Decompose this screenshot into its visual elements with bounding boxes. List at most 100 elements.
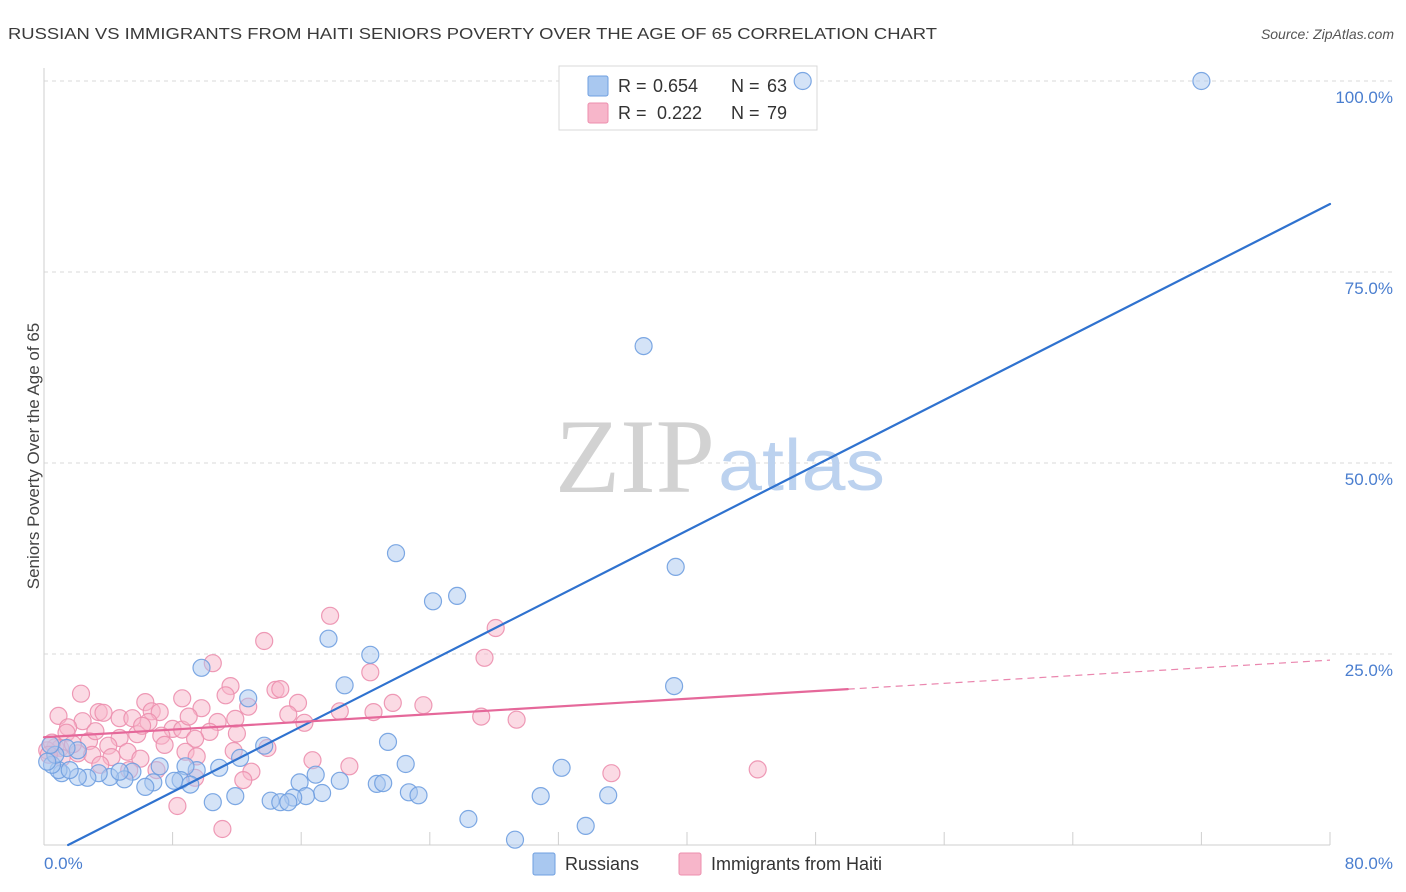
haiti-point <box>330 702 349 721</box>
russians-point <box>409 786 428 805</box>
chart-title: RUSSIAN VS IMMIGRANTS FROM HAITI SENIORS… <box>8 26 937 43</box>
haiti-point <box>507 710 526 729</box>
haiti-point <box>321 606 340 625</box>
bottom-legend-label-haiti: Immigrants from Haiti <box>711 854 882 874</box>
russians-point <box>576 816 595 836</box>
x-tick-label-min: 0.0% <box>44 854 83 873</box>
haiti-point <box>192 699 211 718</box>
russians-point <box>505 830 525 849</box>
legend-swatch-haiti <box>587 102 609 124</box>
russians-point <box>110 762 129 781</box>
haiti-point <box>475 648 494 667</box>
trend-lines <box>42 202 1332 847</box>
haiti-point <box>213 819 232 839</box>
haiti-point <box>748 760 767 779</box>
haiti-point <box>179 707 198 726</box>
russians-point <box>396 754 415 774</box>
haiti-point <box>255 631 274 651</box>
haiti-point <box>155 735 174 755</box>
russians-point <box>239 689 258 708</box>
y-axis-label: Seniors Poverty Over the Age of 65 <box>24 323 43 589</box>
legend-n-label: N = <box>731 103 760 123</box>
haiti-point <box>234 770 253 790</box>
russians-point <box>423 592 443 611</box>
legend-swatch-russians <box>587 75 609 97</box>
legend-n-label: N = <box>731 76 760 96</box>
russians-point <box>192 658 211 677</box>
legend-n-value-russians: 63 <box>767 76 787 96</box>
russians-point <box>181 775 200 794</box>
haiti-point <box>271 679 290 699</box>
russians-point <box>165 771 184 790</box>
haiti-point <box>602 764 621 783</box>
bottom-legend-label-russians: Russians <box>565 854 639 874</box>
y-tick-label: 50.0% <box>1345 470 1393 489</box>
russians-point <box>306 765 325 784</box>
russians-point <box>330 771 349 790</box>
russians-trend-line <box>67 202 1332 847</box>
y-tick-label: 100.0% <box>1335 88 1393 107</box>
haiti-point <box>131 749 150 768</box>
y-tick-label: 25.0% <box>1345 661 1393 680</box>
russians-point <box>448 586 467 606</box>
haiti-point <box>279 705 298 724</box>
russians-point <box>531 786 550 806</box>
haiti-point <box>227 724 246 743</box>
haiti-point <box>361 663 380 682</box>
russians-point <box>386 544 406 563</box>
russians-point <box>319 629 338 648</box>
russians-point <box>313 783 332 803</box>
russians-point <box>279 793 298 812</box>
legend-n-value-haiti: 79 <box>767 103 787 123</box>
russians-point <box>459 809 478 829</box>
legend-r-value-haiti: 0.222 <box>657 103 702 123</box>
haiti-point <box>94 703 113 722</box>
watermark-atlas: atlas <box>718 426 885 506</box>
y-axis-tick-labels: 100.0% 75.0% 50.0% 25.0% <box>1335 88 1393 680</box>
russians-point <box>552 758 571 777</box>
russians-point <box>634 337 653 356</box>
haiti-trend-line <box>42 688 849 739</box>
haiti-point <box>340 757 359 776</box>
russians-point <box>793 71 812 91</box>
haiti-point <box>71 684 91 703</box>
russians-point <box>666 557 685 577</box>
haiti-point <box>216 686 235 705</box>
legend-r-label: R = <box>618 76 647 96</box>
russians-point <box>136 777 155 797</box>
russians-point <box>374 773 393 793</box>
russians-point <box>41 735 60 755</box>
legend-top: R = 0.654 N = 63 R = 0.222 N = 79 <box>558 65 818 131</box>
x-axis-ticks <box>43 832 1331 845</box>
russians-point <box>1192 71 1211 91</box>
russians-point <box>203 793 222 812</box>
legend-r-label: R = <box>618 103 647 123</box>
russians-point <box>664 676 684 696</box>
bottom-legend-swatch-haiti <box>678 852 702 876</box>
russians-point <box>226 786 245 806</box>
russians-point <box>150 757 169 776</box>
legend-r-value-russians: 0.654 <box>653 76 698 96</box>
y-tick-label: 75.0% <box>1345 279 1393 298</box>
russians-point <box>60 760 79 780</box>
haiti-point <box>383 693 402 713</box>
haiti-point <box>173 689 192 708</box>
russians-point <box>599 786 618 805</box>
legend-row-russians: R = 0.654 N = 63 <box>587 75 787 97</box>
legend-row-haiti: R = 0.222 N = 79 <box>587 102 787 124</box>
haiti-trend-line-extension <box>847 659 1331 690</box>
bottom-legend-swatch-russians <box>532 852 556 876</box>
watermark-zip: ZIP <box>555 398 715 515</box>
haiti-point <box>168 796 187 816</box>
watermark: ZIP atlas <box>555 398 885 515</box>
russians-point <box>335 676 354 695</box>
legend-bottom: Russians Immigrants from Haiti <box>532 852 882 876</box>
haiti-point <box>86 722 105 741</box>
russians-points <box>38 71 1211 849</box>
haiti-point <box>414 696 433 715</box>
russians-point <box>361 645 380 664</box>
source-label: Source: ZipAtlas.com <box>1261 26 1394 42</box>
haiti-point <box>186 729 205 748</box>
russians-point <box>38 752 57 771</box>
